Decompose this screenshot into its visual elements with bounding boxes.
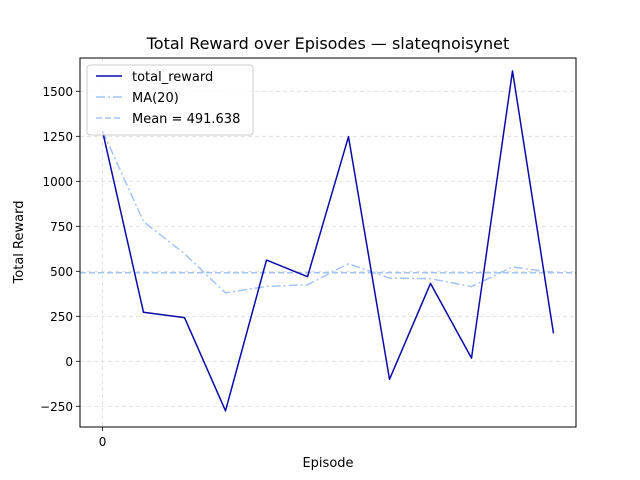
legend-label-total-reward: total_reward [132, 70, 213, 85]
x-axis-label: Episode [302, 456, 353, 471]
legend-label-mean: Mean = 491.638 [132, 112, 240, 127]
y-tick-label: 1250 [42, 130, 73, 144]
y-tick-label: −250 [40, 400, 73, 414]
y-tick-label: 1000 [42, 175, 73, 189]
y-axis-label: Total Reward [12, 201, 27, 285]
y-tick-label: 1500 [42, 85, 73, 99]
y-tick-label: 750 [50, 220, 73, 234]
legend-box [86, 64, 254, 136]
total-reward-line [101, 70, 555, 412]
series-lines [80, 70, 576, 412]
plot-frame [79, 57, 577, 428]
x-tick-label: 0 [99, 435, 107, 449]
y-tick-label: 250 [50, 310, 73, 324]
legend-label-ma20: MA(20) [132, 91, 179, 106]
ma20-line [101, 130, 554, 294]
legend: total_reward MA(20) Mean = 491.638 [86, 64, 254, 136]
chart-title: Total Reward over Episodes — slateqnoisy… [146, 34, 510, 53]
y-tick-label: 500 [50, 265, 73, 279]
y-tick-label: 0 [65, 355, 73, 369]
axes: −250 0 250 500 750 1000 1250 1500 0 [40, 85, 106, 449]
grid [80, 58, 576, 427]
